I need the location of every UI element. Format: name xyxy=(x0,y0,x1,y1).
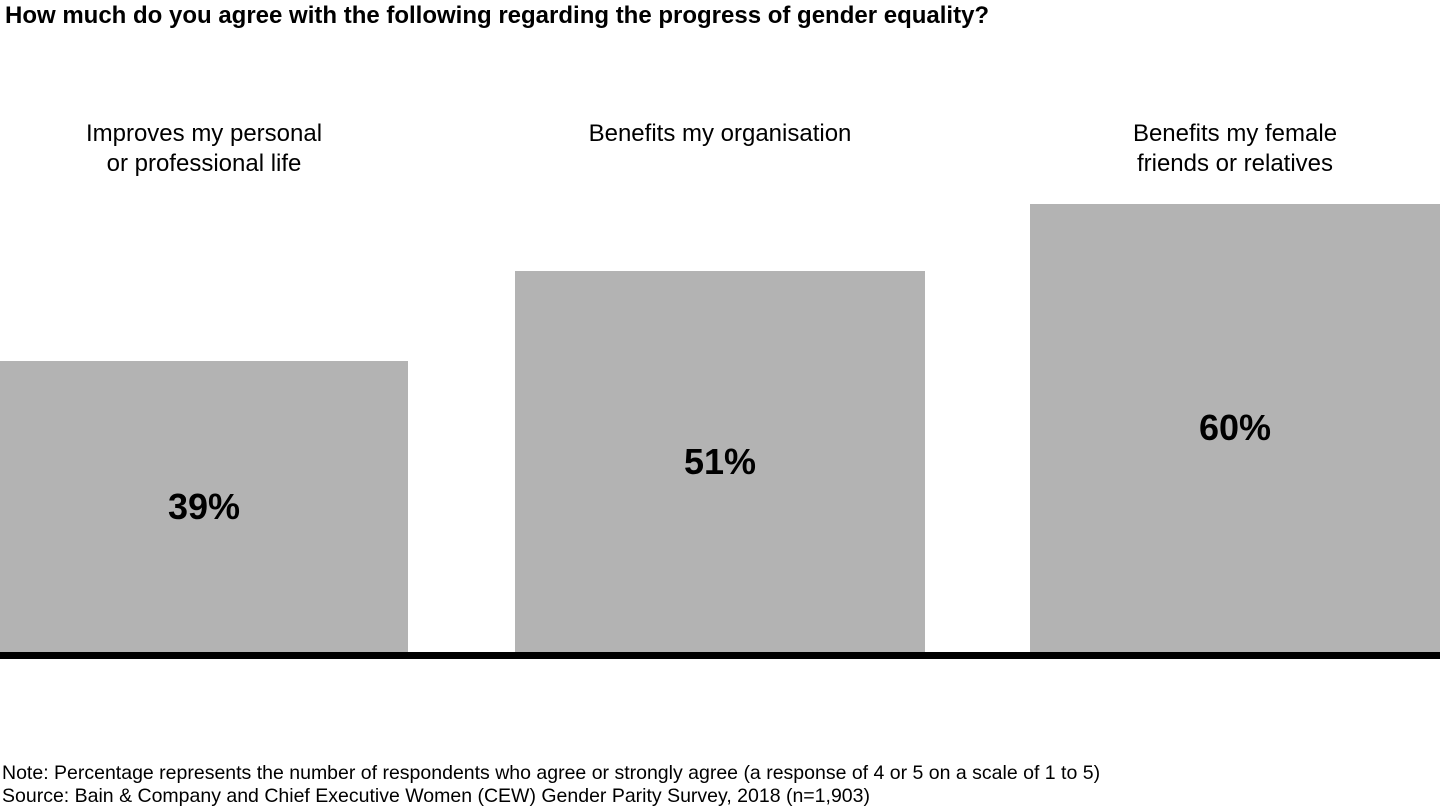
value-label-organisation: 51% xyxy=(683,440,757,482)
value-label-personal-life: 39% xyxy=(167,485,241,527)
note-line: Note: Percentage represents the number o… xyxy=(2,762,1101,784)
category-label-female-friends: Benefits my female friends or relatives xyxy=(1132,120,1338,177)
category-label-personal-life: Improves my personal or professional lif… xyxy=(85,120,323,177)
bar-female-friends: 60% xyxy=(1030,204,1440,652)
chart-title: How much do you agree with the following… xyxy=(5,2,990,29)
bar-group-female-friends: Benefits my female friends or relatives … xyxy=(1030,0,1440,652)
source-line: Source: Bain & Company and Chief Executi… xyxy=(2,784,870,807)
bar-group-organisation: Benefits my organisation 51% xyxy=(515,0,925,652)
value-label-female-friends: 60% xyxy=(1198,407,1272,448)
bar-personal-life: 39% xyxy=(0,361,408,652)
bar-group-personal-life: Improves my personal or professional lif… xyxy=(0,0,408,652)
category-label-organisation: Benefits my organisation xyxy=(588,120,852,147)
bar-organisation: 51% xyxy=(515,271,925,652)
footnotes: Note: Percentage represents the number o… xyxy=(2,762,1402,807)
x-axis-line xyxy=(0,652,1440,659)
plot-area: Improves my personal or professional lif… xyxy=(0,0,1440,659)
